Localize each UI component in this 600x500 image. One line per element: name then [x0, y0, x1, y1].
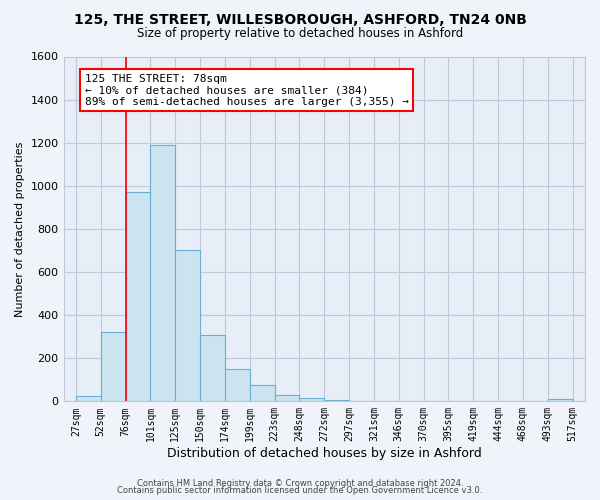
- Bar: [225, 369, 250, 402]
- Bar: [151, 145, 175, 402]
- Bar: [548, 399, 572, 402]
- Bar: [324, 400, 349, 402]
- Bar: [200, 334, 225, 402]
- Text: Contains HM Land Registry data © Crown copyright and database right 2024.: Contains HM Land Registry data © Crown c…: [137, 478, 463, 488]
- Bar: [175, 250, 200, 402]
- Bar: [125, 192, 151, 402]
- X-axis label: Distribution of detached houses by size in Ashford: Distribution of detached houses by size …: [167, 447, 482, 460]
- Text: Contains public sector information licensed under the Open Government Licence v3: Contains public sector information licen…: [118, 486, 482, 495]
- Bar: [275, 395, 299, 402]
- Bar: [250, 385, 275, 402]
- Bar: [101, 332, 125, 402]
- Y-axis label: Number of detached properties: Number of detached properties: [15, 141, 25, 316]
- Text: 125, THE STREET, WILLESBOROUGH, ASHFORD, TN24 0NB: 125, THE STREET, WILLESBOROUGH, ASHFORD,…: [74, 12, 526, 26]
- Bar: [76, 396, 101, 402]
- Text: Size of property relative to detached houses in Ashford: Size of property relative to detached ho…: [137, 28, 463, 40]
- Bar: [299, 398, 324, 402]
- Text: 125 THE STREET: 78sqm
← 10% of detached houses are smaller (384)
89% of semi-det: 125 THE STREET: 78sqm ← 10% of detached …: [85, 74, 409, 107]
